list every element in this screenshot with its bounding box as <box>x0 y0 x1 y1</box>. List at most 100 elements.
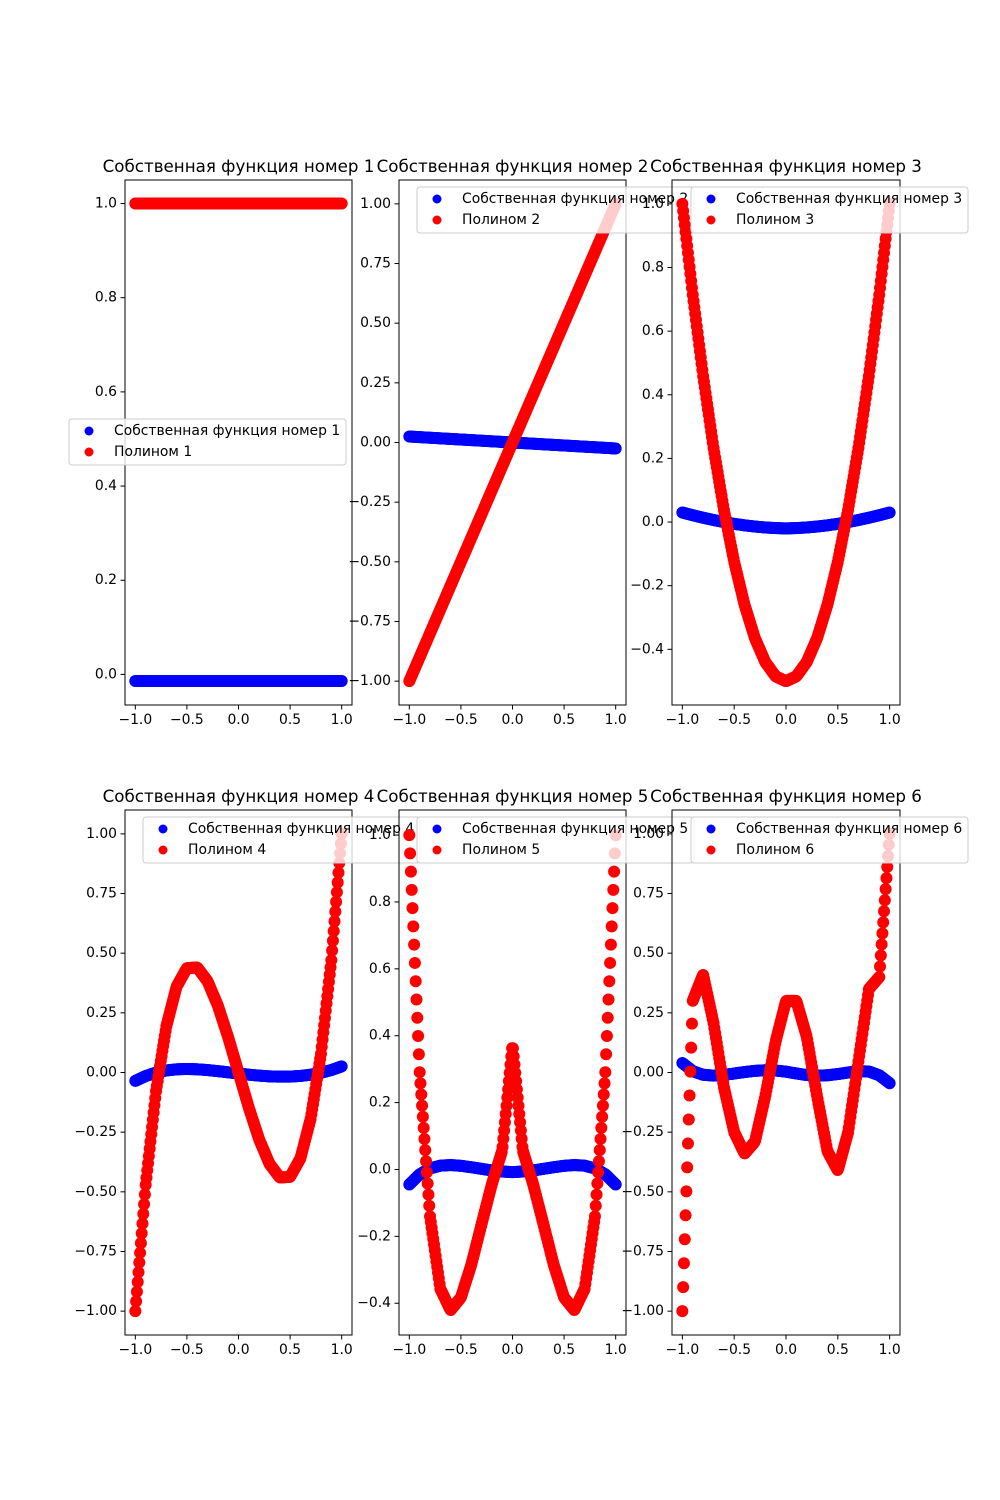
data-point <box>588 1210 601 1223</box>
data-point <box>326 934 339 947</box>
data-point <box>682 1113 695 1126</box>
plot-area <box>676 827 896 1318</box>
data-point <box>608 865 621 878</box>
subplot-5: Собственная функция номер 5 −1.0 −0.5 0.0 0.… <box>357 786 695 1358</box>
x-tick-label: 1.0 <box>879 1342 901 1358</box>
data-point <box>596 1099 609 1112</box>
subplot-2: Собственная функция номер 2 −1.0 −0.5 0.0 0.… <box>348 156 695 728</box>
legend-label: Собственная функция номер 5 <box>462 821 688 837</box>
y-tick-label: 0.25 <box>633 1005 664 1021</box>
y-tick-label: 0.4 <box>369 1028 391 1044</box>
x-tick-label: 1.0 <box>605 1342 627 1358</box>
data-point <box>590 1188 603 1201</box>
data-point <box>413 1066 426 1079</box>
data-point <box>880 872 893 885</box>
y-tick-label: 0.8 <box>369 894 391 910</box>
data-point <box>877 916 890 929</box>
data-point <box>873 971 886 984</box>
data-point <box>130 1295 143 1308</box>
data-point <box>595 1121 608 1134</box>
x-tick-label: 0.0 <box>501 712 523 728</box>
legend-marker <box>706 845 716 855</box>
y-tick-label: 0.6 <box>95 384 117 400</box>
y-tick-label: 0.0 <box>95 666 117 682</box>
data-point <box>330 895 343 908</box>
data-point <box>138 1198 151 1211</box>
legend-marker <box>706 824 716 834</box>
series-polynomial <box>676 827 896 1318</box>
data-point <box>603 975 616 988</box>
x-tick-label: 0.5 <box>553 712 575 728</box>
x-tick-label: −0.5 <box>170 1342 204 1358</box>
y-tick-label: 1.00 <box>360 196 391 212</box>
data-point <box>329 905 342 918</box>
y-tick-label: −0.75 <box>74 1243 117 1259</box>
legend-marker <box>158 845 168 855</box>
data-point <box>606 902 619 915</box>
y-tick-label: −0.2 <box>630 578 664 594</box>
data-point <box>330 886 343 899</box>
data-point <box>326 944 339 957</box>
data-point <box>404 865 417 878</box>
data-point <box>601 1011 614 1024</box>
chart-title: Собственная функция номер 5 <box>377 786 649 806</box>
data-point <box>335 1060 348 1073</box>
y-tick-label: −1.00 <box>621 1303 664 1319</box>
data-point <box>883 506 896 519</box>
data-point <box>409 975 422 988</box>
data-point <box>878 905 891 918</box>
y-tick-label: 0.00 <box>360 435 391 451</box>
data-point <box>332 866 345 879</box>
data-point <box>412 1030 425 1043</box>
legend-label: Собственная функция номер 4 <box>188 821 414 837</box>
data-point <box>408 938 421 951</box>
legend-label: Полином 2 <box>462 212 540 228</box>
data-point <box>598 1077 611 1090</box>
x-tick-label: −0.5 <box>170 712 204 728</box>
data-point <box>422 1188 435 1201</box>
y-tick-label: −0.50 <box>348 554 391 570</box>
y-tick-label: 0.8 <box>95 290 117 306</box>
data-point <box>874 949 887 962</box>
axes-frame <box>124 809 353 1336</box>
data-point <box>325 954 338 967</box>
data-point <box>881 861 894 874</box>
data-point <box>407 920 420 933</box>
data-point <box>335 197 348 210</box>
data-point <box>604 938 617 951</box>
x-tick-label: 0.0 <box>501 1342 523 1358</box>
legend-marker <box>432 215 442 225</box>
chart-title: Собственная функция номер 3 <box>650 156 922 176</box>
legend-marker <box>84 426 94 436</box>
legend-marker <box>158 824 168 834</box>
legend-marker <box>432 845 442 855</box>
y-tick-label: 0.75 <box>633 886 664 902</box>
y-tick-label: 0.0 <box>642 514 664 530</box>
legend-marker <box>84 447 94 457</box>
y-tick-label: 0.50 <box>633 945 664 961</box>
legend-label: Собственная функция номер 1 <box>114 423 340 439</box>
x-tick-label: −1.0 <box>392 1342 426 1358</box>
data-point <box>411 1011 424 1024</box>
data-point <box>594 1132 607 1145</box>
data-point <box>130 1285 143 1298</box>
data-point <box>591 1177 604 1190</box>
data-point <box>414 1077 427 1090</box>
series-polynomial <box>676 197 896 687</box>
data-point <box>875 938 888 951</box>
data-point <box>416 1099 429 1112</box>
y-tick-label: −0.25 <box>348 494 391 510</box>
subplot-1: Собственная функция номер 1 −1.0 −0.5 0.0 0.… <box>68 156 374 728</box>
data-point <box>597 1088 610 1101</box>
data-point <box>593 1144 606 1157</box>
data-point <box>412 1048 425 1061</box>
axes-frame <box>671 809 901 1336</box>
data-point <box>592 1166 605 1179</box>
y-tick-label: 0.2 <box>642 450 664 466</box>
data-point <box>410 993 423 1006</box>
data-point <box>883 1077 896 1090</box>
y-tick-label: 1.00 <box>86 826 117 842</box>
data-point <box>406 902 419 915</box>
y-tick-label: 0.4 <box>95 478 117 494</box>
subplot-6: Собственная функция номер 6 −1.0 −0.5 0.0 0.… <box>621 786 969 1358</box>
